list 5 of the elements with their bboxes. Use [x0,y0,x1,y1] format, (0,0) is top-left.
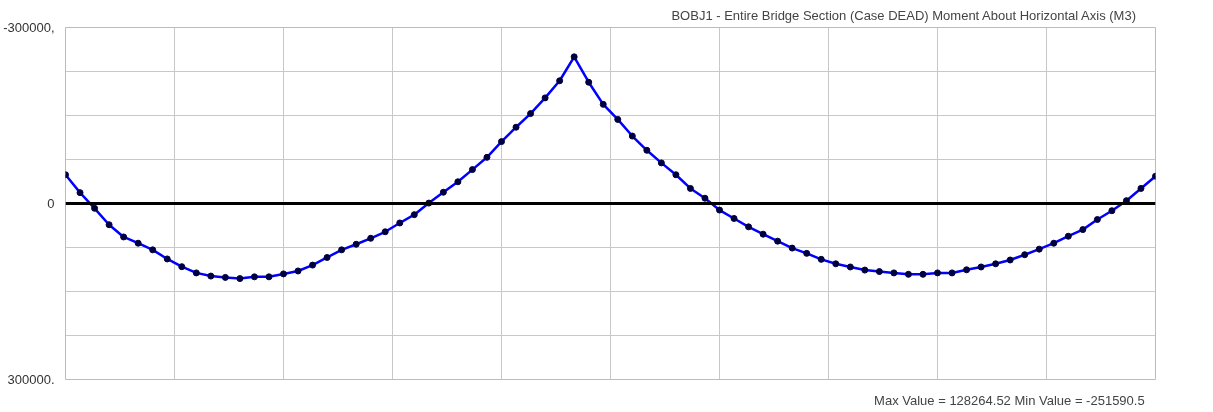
y-tick-label: -300000, [3,20,55,35]
y-tick-label: 300000. [7,372,55,387]
text: Max Value = 128264.52 Min Value = -251590.5 [874,392,1145,408]
chart-title: BOBJ1 - Entire Bridge Section (Case DEAD) Moment About Horizontal Axis (M3) [671,7,1137,23]
y-tick-label: 0 [47,196,55,211]
